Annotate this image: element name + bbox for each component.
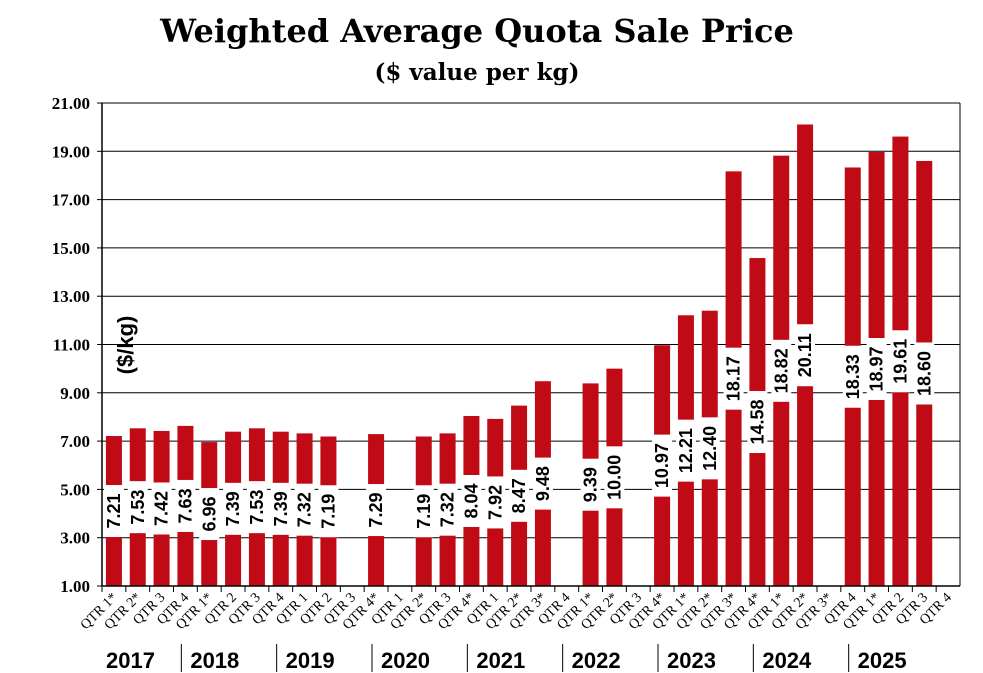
data-label-box bbox=[747, 391, 768, 454]
year-label: 2024 bbox=[762, 648, 812, 673]
chart-title: Weighted Average Quota Sale Price bbox=[159, 12, 794, 50]
year-label: 2018 bbox=[190, 648, 239, 673]
data-label-box bbox=[413, 485, 434, 538]
data-label: 18.97 bbox=[867, 346, 887, 391]
data-label: 7.53 bbox=[247, 490, 267, 525]
y-tick-label: 5.00 bbox=[60, 480, 90, 499]
data-label-box bbox=[127, 481, 148, 534]
data-label: 14.58 bbox=[747, 399, 767, 444]
data-label-box bbox=[223, 482, 244, 535]
data-label-box bbox=[199, 488, 220, 541]
data-label: 8.47 bbox=[509, 478, 529, 513]
data-label-box bbox=[842, 345, 863, 408]
data-label-box bbox=[890, 330, 911, 393]
y-tick-label: 21.00 bbox=[52, 94, 90, 113]
data-label-box bbox=[532, 457, 553, 510]
data-label: 7.92 bbox=[485, 485, 505, 520]
y-tick-label: 15.00 bbox=[52, 239, 90, 258]
y-tick-label: 9.00 bbox=[60, 384, 90, 403]
data-label-box bbox=[723, 347, 744, 410]
data-label-box bbox=[914, 342, 935, 405]
y-tick-label: 19.00 bbox=[52, 142, 90, 161]
data-label: 18.17 bbox=[724, 356, 744, 401]
data-label: 12.40 bbox=[700, 426, 720, 471]
year-label: 2017 bbox=[106, 648, 155, 673]
data-label: 7.19 bbox=[318, 494, 338, 529]
data-label: 7.39 bbox=[223, 491, 243, 526]
data-label: 19.61 bbox=[890, 339, 910, 384]
data-label: 7.32 bbox=[438, 492, 458, 527]
data-label-box bbox=[866, 338, 887, 401]
data-label: 7.63 bbox=[175, 488, 195, 523]
data-label-box bbox=[604, 446, 625, 509]
data-label-box bbox=[103, 485, 124, 538]
data-label: 7.19 bbox=[414, 494, 434, 529]
year-label: 2020 bbox=[381, 648, 430, 673]
data-label: 7.29 bbox=[366, 493, 386, 528]
data-label: 7.42 bbox=[152, 491, 172, 526]
data-label-box bbox=[366, 484, 387, 537]
data-label: 12.21 bbox=[676, 428, 696, 473]
data-label-box bbox=[652, 434, 673, 497]
data-label: 10.97 bbox=[652, 443, 672, 488]
data-label: 6.96 bbox=[199, 497, 219, 532]
data-label: 10.00 bbox=[604, 455, 624, 500]
year-label: 2022 bbox=[572, 648, 621, 673]
data-label-box bbox=[246, 481, 267, 534]
data-label-box bbox=[318, 485, 339, 538]
year-label: 2023 bbox=[667, 648, 716, 673]
chart-subtitle: ($ value per kg) bbox=[374, 59, 579, 86]
data-label-box bbox=[175, 479, 196, 532]
data-label: 7.32 bbox=[295, 492, 315, 527]
data-label-box bbox=[270, 482, 291, 535]
y-tick-label: 13.00 bbox=[52, 287, 90, 306]
data-label: 18.60 bbox=[914, 351, 934, 396]
data-label: 20.11 bbox=[795, 333, 815, 377]
data-label-box bbox=[795, 324, 816, 387]
data-label: 9.48 bbox=[533, 466, 553, 501]
data-label-box bbox=[675, 419, 696, 482]
data-label-box bbox=[509, 469, 530, 522]
y-tick-label: 17.00 bbox=[52, 191, 90, 210]
data-label: 7.53 bbox=[128, 490, 148, 525]
y-axis-label: ($/kg) bbox=[113, 316, 138, 375]
data-label: 18.33 bbox=[843, 354, 863, 399]
data-label-box bbox=[580, 458, 601, 511]
data-label-box bbox=[485, 476, 506, 529]
data-label-box bbox=[294, 483, 315, 536]
y-tick-label: 1.00 bbox=[60, 577, 90, 596]
data-label-box bbox=[437, 483, 458, 536]
y-tick-label: 3.00 bbox=[60, 529, 90, 548]
data-label: 9.39 bbox=[581, 467, 601, 502]
y-tick-label: 11.00 bbox=[53, 336, 90, 355]
data-label-box bbox=[151, 482, 172, 535]
year-label: 2025 bbox=[858, 648, 907, 673]
data-label: 8.04 bbox=[461, 483, 481, 518]
data-label: 18.82 bbox=[771, 348, 791, 393]
data-label-box bbox=[461, 474, 482, 527]
data-label: 7.39 bbox=[271, 491, 291, 526]
data-label-box bbox=[699, 417, 720, 480]
year-label: 2019 bbox=[286, 648, 335, 673]
year-label: 2021 bbox=[476, 648, 525, 673]
y-tick-label: 7.00 bbox=[60, 432, 90, 451]
data-label-box bbox=[771, 339, 792, 402]
data-label: 7.21 bbox=[104, 493, 124, 528]
